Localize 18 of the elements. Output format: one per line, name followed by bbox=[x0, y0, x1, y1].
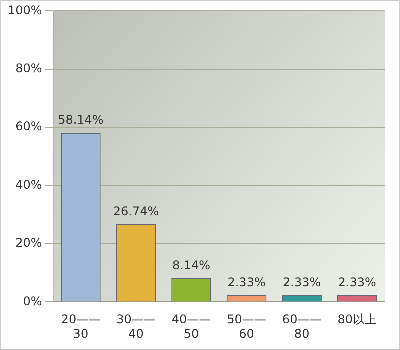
x-tick-label: 50——60 bbox=[227, 312, 266, 341]
data-label: 58.14% bbox=[58, 113, 104, 128]
data-label: 2.33% bbox=[338, 276, 376, 290]
x-tick-label: 30——40 bbox=[116, 312, 156, 341]
data-label: 2.33% bbox=[228, 276, 266, 290]
x-tick-label: 40——50 bbox=[172, 312, 212, 341]
y-tick-label: 100% bbox=[8, 3, 42, 18]
data-label: 26.74% bbox=[113, 204, 160, 219]
y-tick-label: 0% bbox=[23, 294, 42, 308]
y-tick-label: 80% bbox=[16, 62, 42, 76]
x-tick-label: 60——80 bbox=[282, 312, 322, 341]
y-tick-label: 40% bbox=[16, 178, 42, 192]
x-tick-label: 80以上 bbox=[338, 312, 377, 327]
x-tick-label: 20——30 bbox=[61, 312, 101, 341]
y-tick-label: 60% bbox=[16, 120, 42, 134]
y-tick-label: 20% bbox=[16, 236, 42, 250]
data-label: 2.33% bbox=[283, 276, 322, 290]
data-label: 8.14% bbox=[172, 258, 211, 273]
